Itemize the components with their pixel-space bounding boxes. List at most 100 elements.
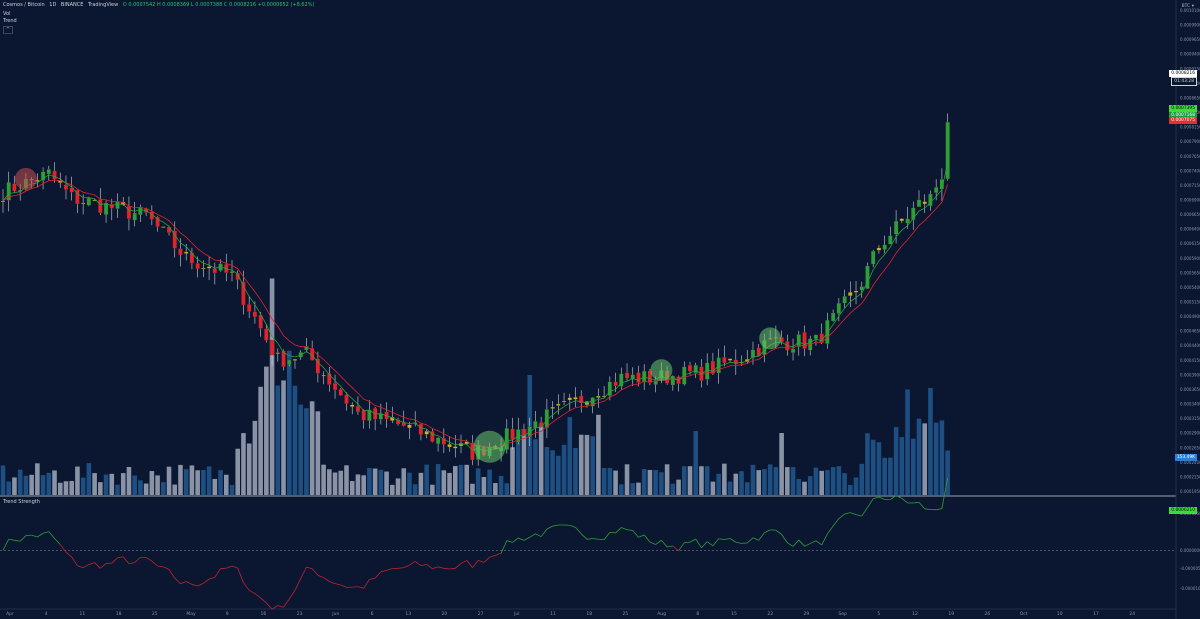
volume-bar — [865, 433, 870, 495]
candle-body — [212, 268, 217, 274]
trend-strength-segment — [936, 508, 942, 511]
volume-bar — [785, 467, 790, 495]
volume-bar — [922, 423, 928, 495]
candle-body — [332, 383, 338, 390]
volume-bar — [647, 469, 653, 495]
candle-body — [344, 394, 349, 404]
volume-bar — [424, 464, 429, 495]
volume-bar — [115, 484, 120, 495]
trend-strength-segment — [340, 584, 347, 588]
candle-body — [899, 218, 904, 222]
volume-bar — [166, 466, 172, 495]
trend-strength-segment — [890, 495, 897, 500]
trend-strength-segment — [369, 577, 376, 580]
price-tick-label: 0.0008650 — [1180, 95, 1200, 100]
trend-strength-segment — [695, 538, 702, 549]
volume-bar — [739, 471, 744, 495]
trend-strength-segment — [363, 579, 370, 589]
trend-strength-segment — [48, 531, 55, 539]
volume-bar — [899, 437, 905, 495]
candle-body — [550, 406, 555, 409]
time-tick-label: 23 — [297, 611, 303, 617]
candle-body — [796, 334, 801, 347]
trend-strength-segment — [724, 538, 731, 540]
volume-bar — [138, 480, 143, 495]
trend-strength-segment — [718, 538, 725, 540]
candle-body — [871, 251, 876, 265]
volume-bar — [23, 475, 29, 495]
volume-bar — [493, 483, 498, 495]
volume-bar — [905, 389, 910, 495]
collapse-legend-button[interactable]: ^ — [3, 26, 13, 34]
volume-bar — [401, 468, 407, 495]
volume-bar — [241, 433, 246, 495]
trend-strength-segment — [918, 502, 926, 510]
trend-strength-segment — [609, 532, 616, 534]
trend-strength-segment — [867, 498, 874, 508]
price-tick-label: 0.0002900 — [1180, 431, 1200, 436]
trend-strength-segment — [506, 540, 513, 543]
trend-legend[interactable]: Trend — [3, 18, 17, 24]
trend-strength-segment — [638, 534, 645, 538]
volume-bar — [681, 466, 687, 495]
trend-strength-segment — [832, 518, 840, 527]
volume-bar — [332, 472, 338, 495]
price-axis: 0.0010100 0.0009900 0.0009650 0.0009400 0.00… — [1180, 8, 1200, 591]
time-axis: Apr 4 11 18 25 May 9 16 23 Jun 6 13 20 27 Jul 11 18 25 Aug… — [6, 611, 1135, 617]
price-tick-label: 0.0002150 — [1180, 474, 1200, 479]
candle-body — [75, 189, 80, 205]
trend-strength-segment — [460, 560, 467, 564]
volume-bars — [0, 278, 950, 495]
trend-strength-segment — [586, 538, 593, 540]
candle-body — [12, 183, 17, 192]
volume-bar — [384, 471, 389, 495]
volume-bar — [561, 444, 567, 495]
price-tick-label: 0.0006650 — [1180, 212, 1200, 217]
volume-bar — [762, 469, 767, 495]
interval-label[interactable]: 1D — [49, 2, 57, 8]
vol-legend[interactable]: Vol — [3, 11, 11, 17]
indicator-legend[interactable]: Trend Strength — [3, 499, 40, 505]
volume-bar — [819, 470, 824, 495]
candle-body — [722, 357, 727, 363]
price-tick-label: 0.0007650 — [1180, 154, 1200, 159]
candle-body — [670, 375, 675, 386]
trend-strength-segment — [323, 577, 330, 582]
time-tick-label: Sep — [838, 611, 847, 617]
currency-selector[interactable]: BTC ▾ — [1181, 4, 1194, 9]
trend-strength-segment — [850, 512, 857, 515]
volume-bar — [292, 385, 298, 495]
trend-strength-segment — [163, 566, 170, 570]
volume-bar — [538, 423, 544, 495]
candle-body — [172, 230, 177, 249]
time-tick-label: 25 — [623, 611, 629, 617]
time-tick-label: 5 — [877, 611, 880, 617]
volume-bar — [223, 474, 229, 495]
volume-bar — [767, 464, 773, 495]
trend-strength-segment — [500, 540, 508, 554]
trend-strength-segment — [306, 566, 313, 569]
indicator-tag: 0.0000210 — [1169, 507, 1197, 514]
candle-body — [859, 286, 864, 291]
volume-bar — [744, 482, 750, 495]
volume-bar — [372, 468, 378, 495]
trend-strength-segment — [374, 571, 382, 579]
trend-strength-segment — [735, 541, 742, 544]
volume-bar — [521, 428, 527, 495]
candle-body — [247, 304, 252, 312]
candle-body — [853, 290, 859, 293]
trend-strength-segment — [913, 501, 920, 504]
candle-body — [138, 206, 143, 215]
volume-bar — [206, 466, 212, 495]
highlight-circle — [14, 167, 37, 190]
time-tick-label: 16 — [261, 611, 267, 617]
volume-bar — [636, 482, 641, 495]
volume-bar — [298, 404, 303, 495]
symbol-header[interactable]: Cosmos / Bitcoin 1D BINANCE TradingView … — [3, 2, 317, 8]
volume-bar — [893, 427, 899, 495]
price-tick-label: 0.0009400 — [1180, 52, 1200, 57]
symbol-name[interactable]: Cosmos / Bitcoin — [3, 2, 45, 8]
trend-strength-segment — [288, 590, 296, 600]
indicator-tick-label: -0.0000050 — [1180, 566, 1200, 571]
